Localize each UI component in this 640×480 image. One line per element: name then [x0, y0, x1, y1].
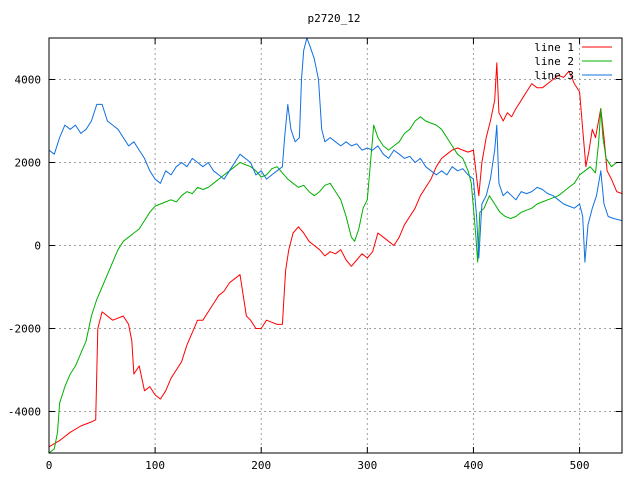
x-tick-label: 500: [570, 459, 590, 472]
legend-label-line-2: line 2: [534, 55, 574, 68]
series-line-1: [49, 62, 622, 448]
series-line-3: [49, 38, 622, 263]
legend: line 1 line 2 line 3: [534, 41, 612, 82]
x-tick-label: 0: [46, 459, 53, 472]
y-tick-label: -2000: [8, 323, 41, 336]
x-tick-label: 100: [145, 459, 165, 472]
y-tick-label: -4000: [8, 406, 41, 419]
y-axis: -4000 -2000 0 2000 4000: [8, 74, 622, 419]
series-line-2: [49, 108, 622, 453]
legend-label-line-1: line 1: [534, 41, 574, 54]
x-axis: 0 100 200 300 400 500: [46, 38, 590, 472]
y-tick-label: 4000: [15, 74, 42, 87]
chart-title: p2720_12: [308, 12, 361, 25]
grid: [49, 38, 622, 453]
x-tick-label: 300: [357, 459, 377, 472]
y-tick-label: 0: [34, 240, 41, 253]
legend-label-line-3: line 3: [534, 69, 574, 82]
x-tick-label: 400: [464, 459, 484, 472]
y-tick-label: 2000: [15, 157, 42, 170]
series-layer: [49, 38, 622, 453]
x-tick-label: 200: [251, 459, 271, 472]
